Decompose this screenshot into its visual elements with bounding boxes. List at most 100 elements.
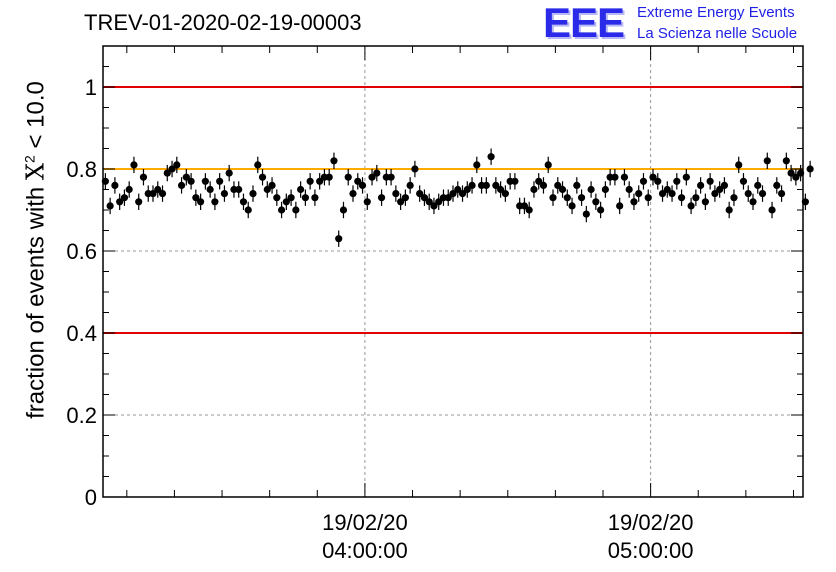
data-point [735, 161, 743, 169]
data-point [201, 177, 209, 185]
data-point [154, 185, 162, 194]
data-point [316, 177, 324, 185]
data-point [130, 161, 138, 169]
data-point [468, 181, 476, 189]
data-point [387, 173, 395, 181]
data-point [397, 198, 405, 206]
data-point [301, 194, 309, 202]
axis-ticks [103, 45, 803, 498]
x-tick-label-time: 05:00:00 [608, 538, 694, 563]
data-point [106, 202, 114, 210]
data-point [697, 181, 705, 189]
data-point [782, 157, 790, 165]
data-point [501, 190, 509, 198]
data-point [235, 185, 243, 194]
y-tick-label: 1 [85, 75, 97, 100]
data-point [639, 177, 648, 185]
data-point [139, 173, 148, 181]
data-point [677, 194, 686, 202]
data-point [454, 185, 462, 194]
y-tick-label: 0.8 [66, 157, 97, 182]
data-point [244, 206, 252, 214]
data-point [668, 190, 676, 198]
data-point [358, 181, 367, 189]
data-point [620, 173, 629, 181]
data-point [306, 177, 314, 185]
data-point [539, 181, 548, 189]
data-point [220, 190, 229, 198]
data-point [197, 198, 205, 206]
x-tick-label-time: 04:00:00 [322, 538, 408, 563]
data-point [701, 198, 709, 206]
y-label-suffix: < 10.0 [22, 81, 50, 156]
data-point [163, 169, 171, 177]
data-point [706, 177, 714, 185]
y-label-chi-symbol: X [21, 162, 50, 181]
data-point [535, 177, 543, 185]
data-point [330, 157, 338, 165]
data-point [616, 202, 624, 210]
threshold-lines [103, 86, 803, 334]
data-point [497, 185, 505, 194]
data-point [630, 198, 638, 206]
data-point [297, 185, 305, 194]
data-point [763, 157, 771, 165]
data-point [182, 173, 190, 181]
data-point [377, 194, 386, 202]
data-point [511, 177, 519, 185]
data-point [173, 161, 181, 169]
data-point [577, 194, 586, 202]
data-point [730, 194, 738, 202]
eee-logo: EEE Extreme Energy Events La Scienza nel… [543, 0, 833, 46]
data-point [635, 190, 643, 198]
data-point [792, 173, 800, 181]
data-point [673, 177, 681, 185]
y-tick-label: 0.6 [66, 239, 97, 264]
data-point [287, 194, 295, 202]
data-point [168, 165, 176, 173]
data-point [354, 177, 362, 185]
data-point [554, 181, 562, 189]
data-point [654, 177, 662, 185]
plot-frame [102, 45, 804, 498]
logo-mark: EEE [543, 0, 625, 46]
data-point [425, 198, 433, 206]
data-point [254, 161, 262, 169]
data-point [768, 206, 776, 214]
data-point [225, 169, 233, 177]
data-point [611, 173, 619, 181]
data-point [597, 206, 605, 214]
data-point [339, 206, 348, 214]
data-point [787, 169, 795, 177]
data-point [544, 161, 552, 169]
data-point [120, 194, 129, 202]
data-point [368, 173, 376, 181]
data-point [530, 185, 538, 194]
data-point [282, 198, 290, 206]
data-point [568, 202, 576, 210]
data-point [663, 185, 671, 194]
data-point [658, 190, 667, 198]
data-point [573, 181, 581, 189]
data-point [416, 190, 424, 198]
data-point [773, 181, 781, 189]
data-point [520, 202, 529, 210]
x-tick-label-date: 19/02/20 [322, 510, 408, 535]
data-point [344, 173, 352, 181]
y-tick-labels: 0 0.2 0.4 0.6 0.8 1 [66, 75, 97, 510]
y-tick-label: 0.4 [66, 321, 97, 346]
data-point [592, 198, 600, 206]
data-point [258, 173, 267, 181]
logo-line-1: Extreme Energy Events [637, 4, 795, 21]
data-point [335, 235, 343, 243]
y-label-superscript: 2 [21, 155, 38, 163]
data-point [430, 202, 438, 210]
data-point [216, 177, 224, 185]
data-point [373, 169, 381, 177]
data-point [744, 190, 752, 198]
data-point [177, 181, 186, 189]
data-point [458, 190, 467, 198]
data-point [187, 177, 195, 185]
data-point [711, 190, 719, 198]
